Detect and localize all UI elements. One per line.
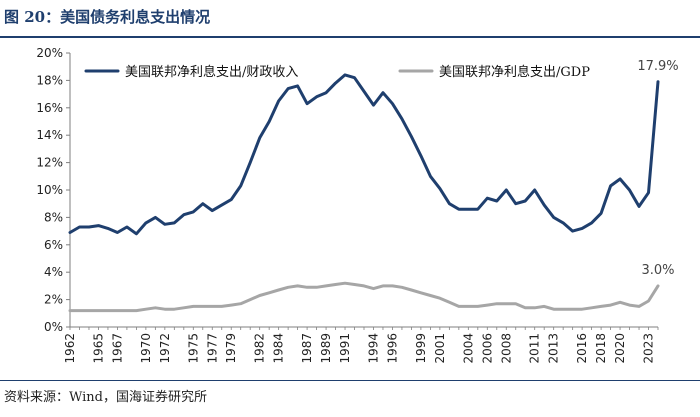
y-tick-label: 10% xyxy=(36,183,63,197)
x-tick-label: 2011 xyxy=(528,333,542,364)
x-tick-label: 2016 xyxy=(575,333,589,364)
x-tick-label: 2008 xyxy=(499,333,513,364)
x-tick-label: 1982 xyxy=(253,333,267,364)
x-tick-label: 1984 xyxy=(272,333,286,364)
x-tick-label: 1979 xyxy=(224,333,238,364)
y-tick-label: 6% xyxy=(44,238,63,252)
y-tick-label: 8% xyxy=(44,210,63,224)
y-tick-label: 14% xyxy=(36,128,63,142)
x-tick-label: 1972 xyxy=(158,333,172,364)
y-tick-label: 4% xyxy=(44,265,63,279)
series-line-interest-to-revenue xyxy=(68,73,660,236)
x-tick-label: 1987 xyxy=(300,333,314,364)
x-tick-label: 1999 xyxy=(414,333,428,364)
y-tick-label: 0% xyxy=(44,320,63,334)
series-lines xyxy=(68,73,660,313)
x-tick-label: 2023 xyxy=(642,333,656,364)
data-label: 3.0% xyxy=(641,263,674,278)
x-tick-label: 2013 xyxy=(547,333,561,364)
data-label: 17.9% xyxy=(637,59,678,74)
legend-label: 美国联邦净利息支出/财政收入 xyxy=(125,64,298,80)
y-axis-ticks: 0% 2% 4% 6% 8% 10% 12% 14% 16% 18% 20% xyxy=(36,46,70,334)
y-tick-label: 2% xyxy=(44,293,63,307)
x-axis-ticks: 1962 1965 1967 1970 1972 1975 1977 1979 1982 1984… xyxy=(63,327,659,364)
x-tick-label: 1994 xyxy=(366,333,380,364)
x-tick-label: 1970 xyxy=(139,333,153,364)
x-tick-label: 2018 xyxy=(594,333,608,364)
end-value-labels: 17.9% 3.0% xyxy=(637,59,678,278)
x-tick-label: 2001 xyxy=(433,333,447,364)
x-tick-label: 2004 xyxy=(461,333,475,364)
source-note: 资料来源：Wind，国海证券研究所 xyxy=(4,390,207,405)
y-tick-label: 20% xyxy=(36,46,63,60)
y-tick-label: 18% xyxy=(36,73,63,87)
chart-legend: 美国联邦净利息支出/财政收入 美国联邦净利息支出/GDP xyxy=(84,64,590,80)
line-chart: 0%2%4%6%8%10%12%14%16%18%20% 1962 1965 196… xyxy=(36,46,678,364)
x-tick-label: 2020 xyxy=(613,333,627,364)
x-tick-label: 1965 xyxy=(91,333,105,364)
x-tick-label: 1975 xyxy=(186,333,200,364)
x-tick-label: 1996 xyxy=(385,333,399,364)
x-tick-label: 1962 xyxy=(63,333,77,364)
x-tick-label: 1967 xyxy=(110,333,124,364)
series-line-interest-to-gdp xyxy=(68,281,660,313)
axes xyxy=(69,53,658,328)
legend-label: 美国联邦净利息支出/GDP xyxy=(439,64,590,80)
x-tick-label: 1989 xyxy=(319,333,333,364)
y-tick-label: 16% xyxy=(36,101,63,115)
y-tick-label: 12% xyxy=(36,156,63,170)
x-tick-label: 1991 xyxy=(338,333,352,364)
x-tick-label: 2006 xyxy=(480,333,494,364)
x-tick-label: 1977 xyxy=(205,333,219,364)
title-divider xyxy=(0,36,700,38)
source-divider xyxy=(0,380,700,381)
figure-title: 图 20：美国债务利息支出情况 xyxy=(4,8,211,26)
